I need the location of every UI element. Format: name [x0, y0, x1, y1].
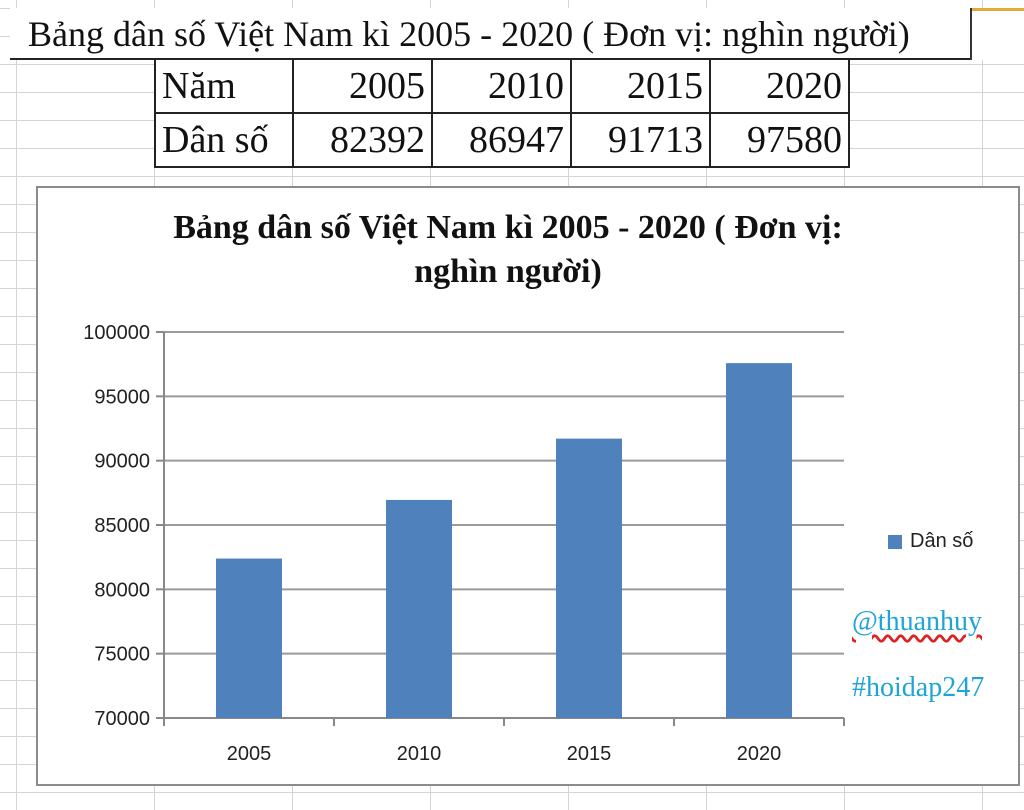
- table-cell[interactable]: 86947: [431, 112, 572, 168]
- table-cell[interactable]: 2005: [292, 58, 433, 114]
- chart-title-line: Bảng dân số Việt Nam kì 2005 - 2020 ( Đơ…: [173, 209, 843, 246]
- legend-swatch: [888, 534, 902, 549]
- chart-title-line: nghìn người): [414, 253, 602, 290]
- table-cell[interactable]: 2015: [570, 58, 711, 114]
- chart-legend[interactable]: Dân số: [888, 530, 973, 553]
- table-cell[interactable]: Dân số: [154, 112, 294, 168]
- sheet-title-cell[interactable]: Bảng dân số Việt Nam kì 2005 - 2020 ( Đơ…: [10, 8, 970, 60]
- watermark-hashtag: #hoidap247: [852, 672, 985, 703]
- bar: [216, 558, 282, 718]
- y-tick-label: 100000: [83, 322, 150, 344]
- sheet-title: Bảng dân số Việt Nam kì 2005 - 2020 ( Đơ…: [28, 14, 910, 54]
- chart-title[interactable]: Bảng dân số Việt Nam kì 2005 - 2020 ( Đơ…: [118, 206, 898, 294]
- chart-area[interactable]: Bảng dân số Việt Nam kì 2005 - 2020 ( Đơ…: [36, 186, 1020, 786]
- y-tick-label: 85000: [94, 515, 150, 537]
- x-tick-label: 2015: [567, 743, 612, 765]
- y-tick-label: 95000: [94, 386, 150, 408]
- bar: [386, 499, 452, 718]
- bar: [556, 438, 622, 718]
- table-cell[interactable]: 82392: [292, 112, 433, 168]
- table-row-year: Năm 2005 2010 2015 2020: [154, 58, 850, 114]
- bar: [726, 363, 792, 718]
- y-tick-label: 90000: [94, 451, 150, 473]
- table-cell[interactable]: 2010: [431, 58, 572, 114]
- population-table: Năm 2005 2010 2015 2020 Dân số 82392 869…: [154, 58, 850, 168]
- table-cell[interactable]: 91713: [570, 112, 711, 168]
- table-cell[interactable]: 97580: [709, 112, 850, 168]
- y-tick-label: 70000: [94, 708, 150, 730]
- table-row-population: Dân số 82392 86947 91713 97580: [154, 112, 850, 168]
- x-tick-label: 2010: [397, 743, 442, 765]
- y-tick-label: 80000: [94, 579, 150, 601]
- adjacent-cell[interactable]: [970, 8, 1024, 60]
- table-cell[interactable]: Năm: [154, 58, 294, 114]
- y-tick-label: 75000: [94, 644, 150, 666]
- legend-label: Dân số: [910, 530, 974, 552]
- table-cell[interactable]: 2020: [709, 58, 850, 114]
- x-tick-label: 2005: [227, 743, 272, 765]
- x-tick-label: 2020: [737, 743, 782, 765]
- bar-chart-plot[interactable]: 70000 75000 80000 85000 90000 95000 100000 2005…: [38, 188, 1018, 784]
- watermark-username: @thuanhuy: [852, 606, 982, 637]
